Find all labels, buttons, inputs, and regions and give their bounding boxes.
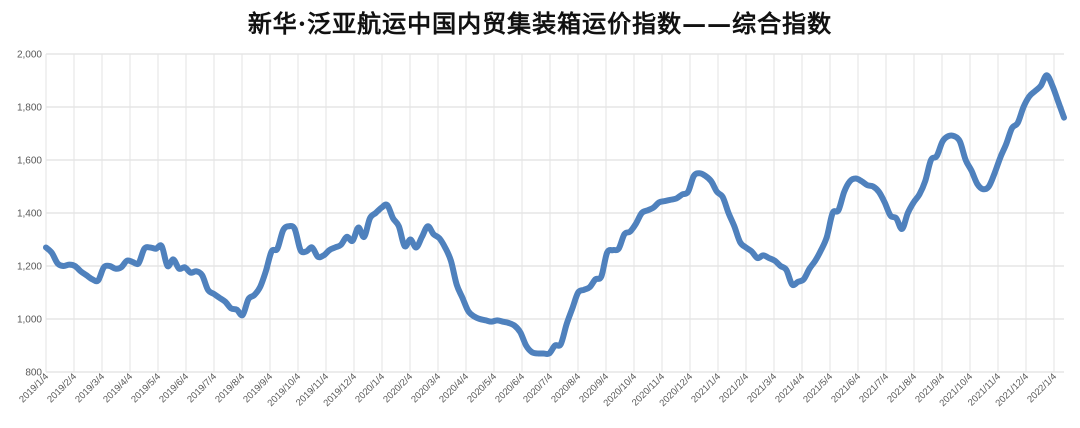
y-tick-label: 1,400 xyxy=(17,209,42,220)
y-tick-label: 1,200 xyxy=(17,262,42,273)
series-line xyxy=(43,72,1067,358)
x-tick-label: 2020/5/4 xyxy=(465,371,499,405)
x-tick-label: 2020/2/4 xyxy=(381,371,415,405)
y-tick-label: 1,000 xyxy=(17,315,42,326)
x-tick-label: 2020/3/4 xyxy=(409,371,443,405)
x-tick-label: 2021/1/4 xyxy=(689,371,723,405)
y-tick-label: 800 xyxy=(25,368,42,379)
x-tick-label: 2021/5/4 xyxy=(801,371,835,405)
x-tick-label: 2019/7/4 xyxy=(185,371,219,405)
x-tick-label: 2021/3/4 xyxy=(745,371,779,405)
x-tick-label: 2020/1/4 xyxy=(353,371,387,405)
x-tick-label: 2019/6/4 xyxy=(157,371,191,405)
series-group xyxy=(43,72,1067,358)
x-axis-tick-labels: 2019/1/42019/2/42019/3/42019/4/42019/5/4… xyxy=(17,371,1059,409)
x-tick-label: 2021/8/4 xyxy=(885,371,919,405)
x-tick-label: 2020/6/4 xyxy=(493,371,527,405)
chart-title: 新华·泛亚航运中国内贸集装箱运价指数——综合指数 xyxy=(247,9,833,38)
x-tick-label: 2019/8/4 xyxy=(213,371,247,405)
x-tick-label: 2019/2/4 xyxy=(45,371,79,405)
y-tick-label: 1,800 xyxy=(17,103,42,114)
x-tick-label: 2021/4/4 xyxy=(773,371,807,405)
x-tick-label: 2020/4/4 xyxy=(437,371,471,405)
y-tick-label: 2,000 xyxy=(17,50,42,61)
x-tick-label: 2022/1/4 xyxy=(1025,371,1059,405)
x-tick-label: 2019/3/4 xyxy=(73,371,107,405)
x-tick-label: 2020/8/4 xyxy=(549,371,583,405)
x-tick-label: 2021/7/4 xyxy=(857,371,891,405)
x-tick-label: 2021/6/4 xyxy=(829,371,863,405)
y-tick-label: 1,600 xyxy=(17,156,42,167)
x-tick-label: 2020/7/4 xyxy=(521,371,555,405)
x-tick-label: 2019/5/4 xyxy=(129,371,163,405)
x-tick-label: 2021/2/4 xyxy=(717,371,751,405)
y-axis-tick-labels: 800 1,000 1,200 1,400 1,600 1,800 2,000 xyxy=(17,50,42,379)
x-tick-label: 2019/4/4 xyxy=(101,371,135,405)
grid-lines xyxy=(45,53,1064,373)
